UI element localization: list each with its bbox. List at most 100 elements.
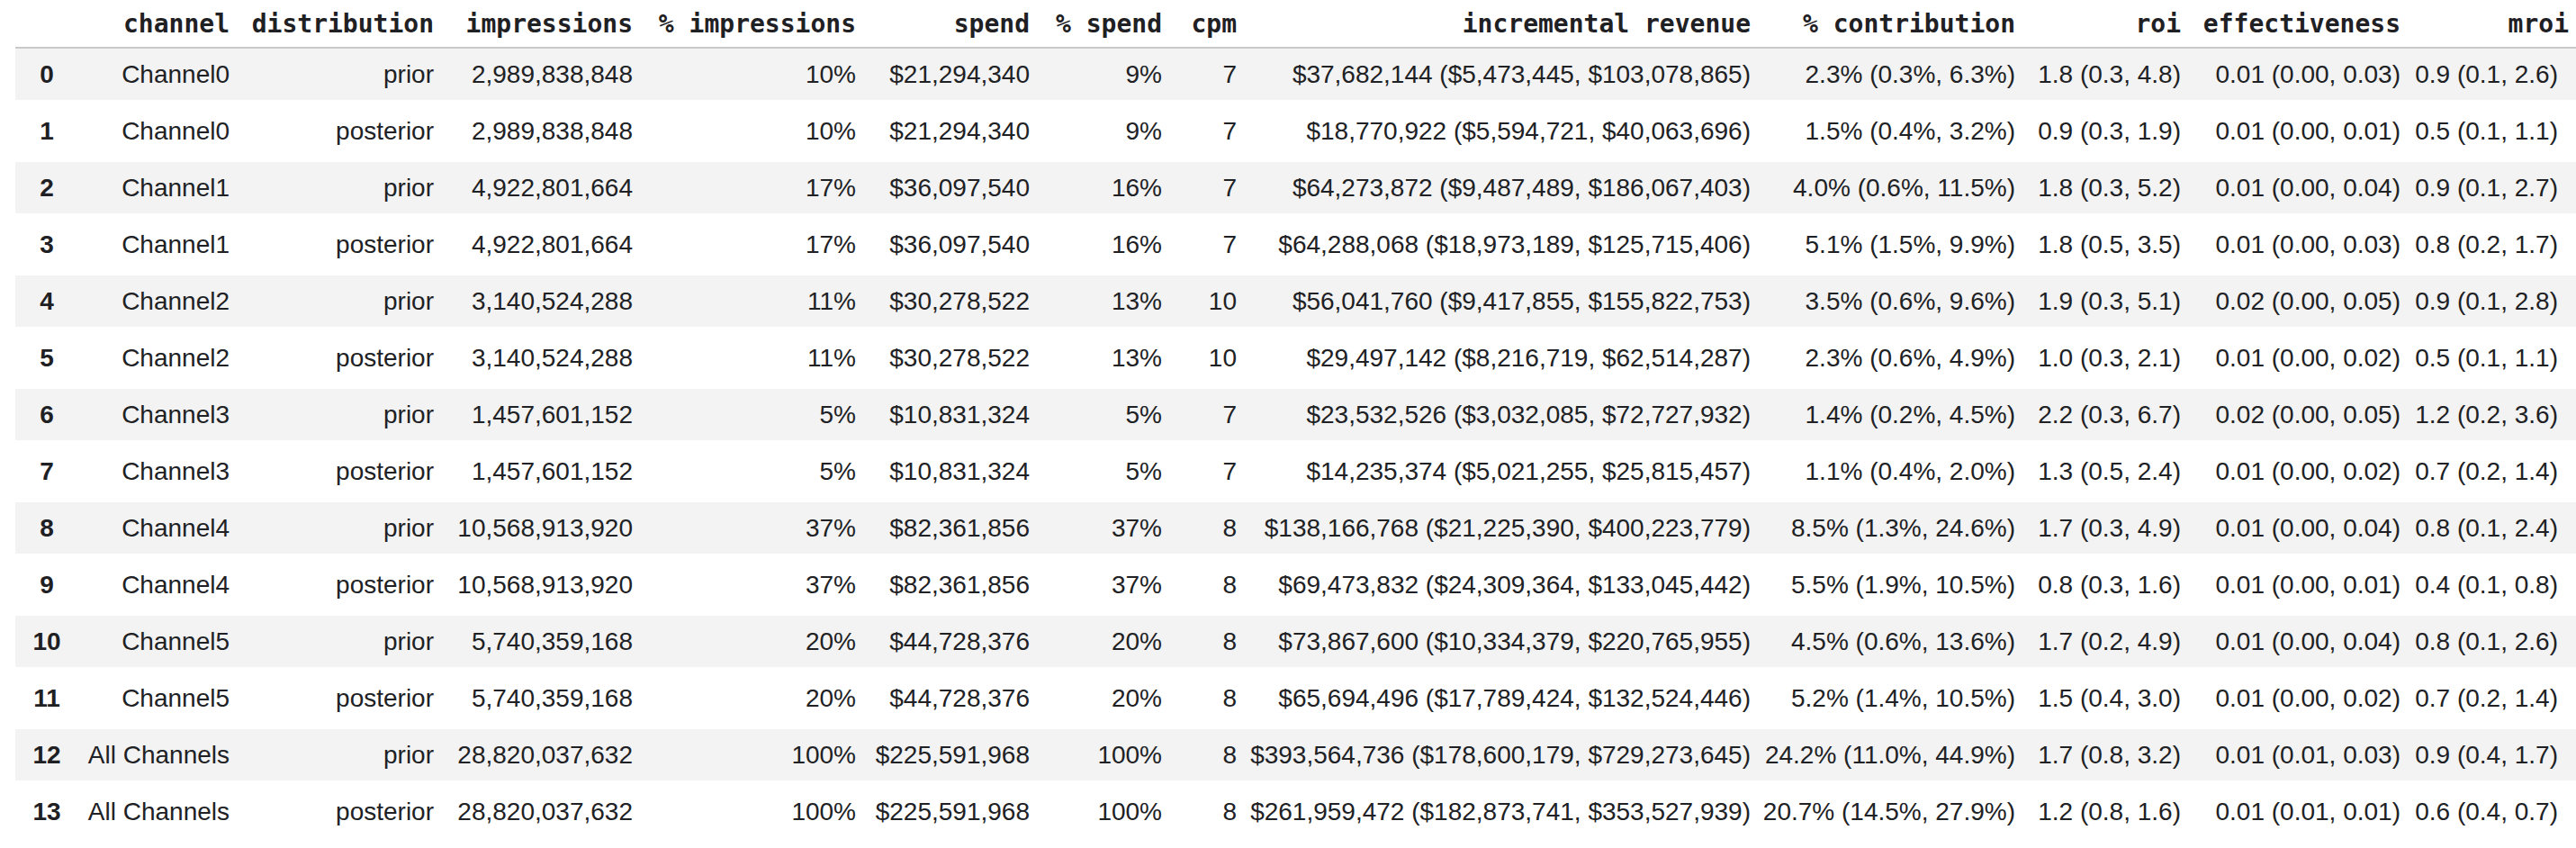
cell-channel: Channel4 — [78, 559, 230, 616]
cell-spend: 100% — [1030, 786, 1162, 843]
row-index: 7 — [15, 446, 78, 502]
cell-incremental-revenue: $393,564,736 ($178,600,179, $729,273,645… — [1237, 729, 1751, 786]
cell-cpm: 7 — [1162, 49, 1237, 105]
cell-impressions: 37% — [633, 559, 856, 616]
column-header-spend: spend — [856, 0, 1030, 49]
row-index: 4 — [15, 275, 78, 332]
cell-channel: Channel3 — [78, 446, 230, 502]
cell-impressions: 37% — [633, 502, 856, 559]
cell-impressions: 5,740,359,168 — [434, 616, 633, 672]
column-header-cpm: cpm — [1162, 0, 1237, 49]
cell-channel: All Channels — [78, 786, 230, 843]
table-row: 12All Channelsprior28,820,037,632100%$22… — [15, 729, 2576, 786]
cell-distribution: prior — [230, 502, 434, 559]
cell-impressions: 10% — [633, 105, 856, 162]
column-header-mroi: mroi — [2400, 0, 2576, 49]
cell-spend: $30,278,522 — [856, 275, 1030, 332]
cell-mroi: 0.7 (0.2, 1.4) — [2400, 672, 2576, 729]
row-index: 0 — [15, 49, 78, 105]
cell-spend: $82,361,856 — [856, 502, 1030, 559]
table-row: 7Channel3posterior1,457,601,1525%$10,831… — [15, 446, 2576, 502]
cell-effectiveness: 0.02 (0.00, 0.05) — [2181, 275, 2400, 332]
cell-impressions: 5% — [633, 389, 856, 446]
cell-mroi: 0.8 (0.1, 2.4) — [2400, 502, 2576, 559]
table-row: 3Channel1posterior4,922,801,66417%$36,09… — [15, 219, 2576, 275]
cell-effectiveness: 0.01 (0.00, 0.02) — [2181, 446, 2400, 502]
column-header-effectiveness: effectiveness — [2181, 0, 2400, 49]
row-index: 12 — [15, 729, 78, 786]
cell-spend: $10,831,324 — [856, 446, 1030, 502]
cell-mroi: 0.6 (0.4, 0.7) — [2400, 786, 2576, 843]
cell-incremental-revenue: $65,694,496 ($17,789,424, $132,524,446) — [1237, 672, 1751, 729]
table-row: 10Channel5prior5,740,359,16820%$44,728,3… — [15, 616, 2576, 672]
cell-spend: $36,097,540 — [856, 162, 1030, 219]
row-index: 10 — [15, 616, 78, 672]
cell-roi: 1.2 (0.8, 1.6) — [2015, 786, 2181, 843]
cell-contribution: 1.5% (0.4%, 3.2%) — [1751, 105, 2015, 162]
cell-impressions: 5% — [633, 446, 856, 502]
row-index: 2 — [15, 162, 78, 219]
cell-distribution: posterior — [230, 559, 434, 616]
cell-impressions: 20% — [633, 616, 856, 672]
cell-distribution: prior — [230, 49, 434, 105]
cell-spend: 37% — [1030, 559, 1162, 616]
cell-impressions: 10,568,913,920 — [434, 502, 633, 559]
cell-incremental-revenue: $73,867,600 ($10,334,379, $220,765,955) — [1237, 616, 1751, 672]
cell-cpm: 7 — [1162, 446, 1237, 502]
cell-impressions: 4,922,801,664 — [434, 162, 633, 219]
cell-contribution: 8.5% (1.3%, 24.6%) — [1751, 502, 2015, 559]
cell-roi: 1.8 (0.5, 3.5) — [2015, 219, 2181, 275]
cell-channel: All Channels — [78, 729, 230, 786]
cell-effectiveness: 0.01 (0.00, 0.04) — [2181, 616, 2400, 672]
cell-distribution: posterior — [230, 786, 434, 843]
cell-incremental-revenue: $56,041,760 ($9,417,855, $155,822,753) — [1237, 275, 1751, 332]
cell-contribution: 2.3% (0.3%, 6.3%) — [1751, 49, 2015, 105]
row-index: 13 — [15, 786, 78, 843]
cell-incremental-revenue: $37,682,144 ($5,473,445, $103,078,865) — [1237, 49, 1751, 105]
cell-spend: 37% — [1030, 502, 1162, 559]
table-body: 0Channel0prior2,989,838,84810%$21,294,34… — [15, 49, 2576, 843]
cell-impressions: 11% — [633, 275, 856, 332]
cell-distribution: posterior — [230, 332, 434, 389]
row-index: 3 — [15, 219, 78, 275]
cell-incremental-revenue: $261,959,472 ($182,873,741, $353,527,939… — [1237, 786, 1751, 843]
cell-impressions: 2,989,838,848 — [434, 105, 633, 162]
cell-impressions: 28,820,037,632 — [434, 786, 633, 843]
cell-contribution: 5.5% (1.9%, 10.5%) — [1751, 559, 2015, 616]
cell-impressions: 100% — [633, 786, 856, 843]
table-row: 4Channel2prior3,140,524,28811%$30,278,52… — [15, 275, 2576, 332]
cell-roi: 1.0 (0.3, 2.1) — [2015, 332, 2181, 389]
cell-mroi: 0.4 (0.1, 0.8) — [2400, 559, 2576, 616]
cell-distribution: prior — [230, 275, 434, 332]
cell-mroi: 0.5 (0.1, 1.1) — [2400, 105, 2576, 162]
cell-effectiveness: 0.01 (0.00, 0.04) — [2181, 162, 2400, 219]
cell-spend: 16% — [1030, 162, 1162, 219]
cell-contribution: 4.0% (0.6%, 11.5%) — [1751, 162, 2015, 219]
column-header-spend: % spend — [1030, 0, 1162, 49]
cell-contribution: 5.1% (1.5%, 9.9%) — [1751, 219, 2015, 275]
table-header: channeldistributionimpressions% impressi… — [15, 0, 2576, 49]
cell-channel: Channel4 — [78, 502, 230, 559]
cell-spend: 13% — [1030, 275, 1162, 332]
column-header-impressions: impressions — [434, 0, 633, 49]
cell-contribution: 24.2% (11.0%, 44.9%) — [1751, 729, 2015, 786]
cell-roi: 0.9 (0.3, 1.9) — [2015, 105, 2181, 162]
cell-channel: Channel3 — [78, 389, 230, 446]
cell-distribution: posterior — [230, 219, 434, 275]
cell-impressions: 10,568,913,920 — [434, 559, 633, 616]
cell-cpm: 7 — [1162, 105, 1237, 162]
cell-impressions: 11% — [633, 332, 856, 389]
cell-spend: $44,728,376 — [856, 672, 1030, 729]
cell-roi: 1.7 (0.3, 4.9) — [2015, 502, 2181, 559]
cell-spend: 9% — [1030, 49, 1162, 105]
cell-mroi: 0.9 (0.1, 2.8) — [2400, 275, 2576, 332]
cell-mroi: 0.8 (0.1, 2.6) — [2400, 616, 2576, 672]
cell-channel: Channel5 — [78, 672, 230, 729]
cell-channel: Channel1 — [78, 162, 230, 219]
cell-effectiveness: 0.01 (0.00, 0.03) — [2181, 49, 2400, 105]
cell-roi: 1.7 (0.8, 3.2) — [2015, 729, 2181, 786]
cell-incremental-revenue: $64,273,872 ($9,487,489, $186,067,403) — [1237, 162, 1751, 219]
cell-cpm: 8 — [1162, 502, 1237, 559]
table-row: 11Channel5posterior5,740,359,16820%$44,7… — [15, 672, 2576, 729]
cell-cpm: 10 — [1162, 275, 1237, 332]
